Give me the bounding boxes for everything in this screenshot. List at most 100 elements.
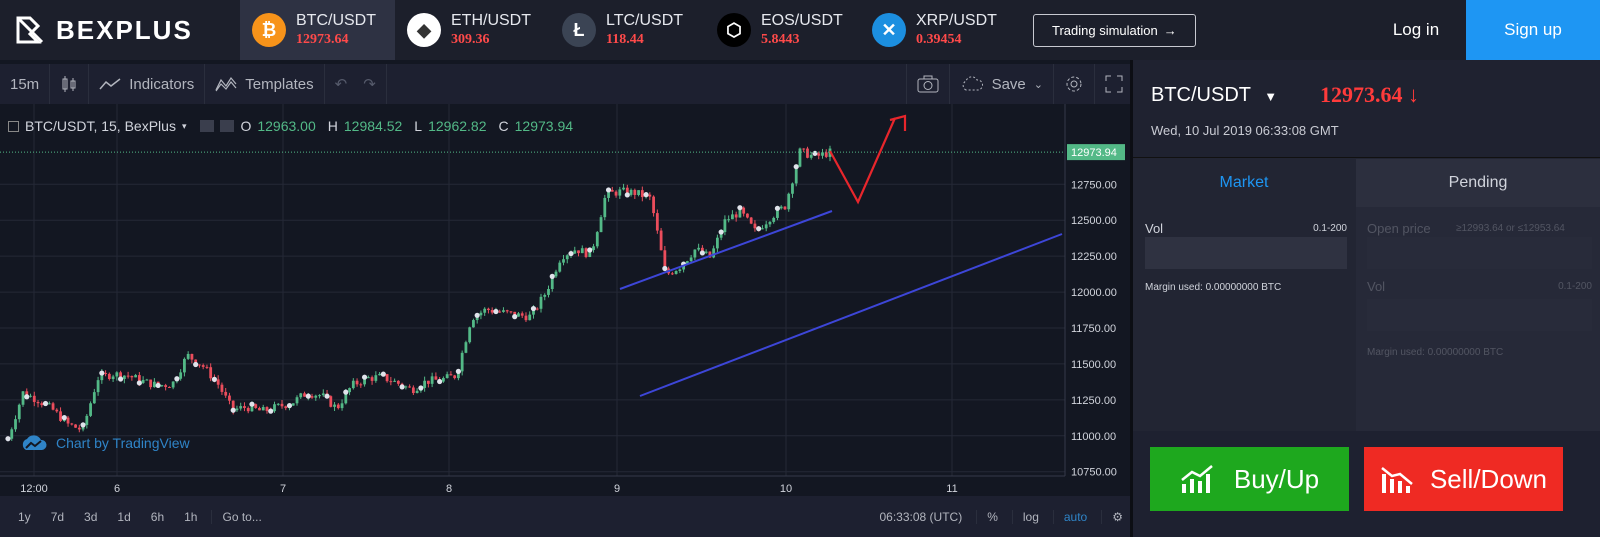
range-1d[interactable]: 1d <box>117 509 131 524</box>
ticker-price: 0.39454 <box>916 32 962 47</box>
pending-vol-range: 0.1-200 <box>1558 281 1592 292</box>
range-3d[interactable]: 3d <box>84 509 98 524</box>
redo-icon[interactable]: ↷ <box>363 76 376 93</box>
buy-up-button[interactable]: Buy/Up <box>1150 447 1349 511</box>
pair-selector[interactable]: BTC/USDT ▼ <box>1151 84 1277 107</box>
ticker-text: ETH/USDT 309.36 <box>451 12 531 48</box>
candle-body <box>783 206 787 210</box>
open-price-input[interactable] <box>1367 237 1592 269</box>
settings-button[interactable] <box>1054 64 1095 104</box>
legend-symbol[interactable]: BTC/USDT, 15, BexPlus <box>25 118 176 134</box>
candle-body <box>130 375 134 378</box>
ticker-price: 5.8443 <box>761 32 800 47</box>
candle-body <box>122 375 126 379</box>
candle-body <box>336 404 340 409</box>
last-price-label: 12973.94 <box>1071 147 1117 159</box>
pending-vol-input[interactable] <box>1367 299 1592 331</box>
tab-market[interactable]: Market <box>1133 159 1355 207</box>
pair-name: BTC/USDT <box>1151 84 1251 106</box>
legend-eye-icon[interactable] <box>200 120 215 132</box>
range-1h[interactable]: 1h <box>184 509 198 524</box>
candle-body <box>674 270 678 274</box>
chart-canvas[interactable]: 10750.00 11000.00 11250.00 11500.00 11750.00… <box>0 104 1133 496</box>
candle-body <box>764 224 768 229</box>
y-tick-label: 12750.00 <box>1071 179 1117 191</box>
ticker-symbol: LTC/USDT <box>606 12 684 29</box>
candle-body <box>111 376 115 380</box>
price-marker-dot <box>774 205 781 211</box>
sell-down-button[interactable]: Sell/Down <box>1364 447 1563 511</box>
candle-body <box>520 313 524 316</box>
range-1y[interactable]: 1y <box>18 509 31 524</box>
fullscreen-button[interactable] <box>1095 64 1133 104</box>
ticker-btc-usdt[interactable]: ₿ BTC/USDT 12973.64 <box>240 0 395 60</box>
candle-body <box>126 375 130 377</box>
trend-up-icon <box>1181 465 1213 493</box>
candle-body <box>746 213 749 218</box>
candle-body <box>685 261 689 265</box>
tradingview-watermark[interactable]: Chart by TradingView <box>20 434 190 452</box>
ticker-xrp-usdt[interactable]: ✕ XRP/USDT 0.39454 <box>860 0 1015 60</box>
ripple-icon: ✕ <box>872 13 906 47</box>
price-marker-dot <box>268 408 274 414</box>
candle-body <box>393 380 397 382</box>
candle-body <box>190 353 194 360</box>
price-marker-dot <box>5 436 11 442</box>
price-chart[interactable]: 10750.00 11000.00 11250.00 11500.00 11750.00… <box>0 104 1133 496</box>
screenshot-button[interactable] <box>905 64 950 104</box>
indicators-button[interactable]: Indicators <box>89 64 206 104</box>
templates-button[interactable]: Templates <box>205 64 325 104</box>
candle-body <box>160 385 164 387</box>
legend-toggle-icon[interactable] <box>8 120 19 132</box>
candle-body <box>468 327 472 343</box>
candle-body <box>460 352 464 372</box>
candle-body <box>543 294 547 297</box>
legend-dropdown-icon[interactable]: ▾ <box>181 120 187 131</box>
candle-body <box>528 314 532 321</box>
candle-body <box>535 308 539 310</box>
candle-body <box>378 373 381 376</box>
legend-settings-icon[interactable] <box>220 120 235 132</box>
y-tick-label: 11250.00 <box>1071 395 1116 407</box>
interval-selector[interactable]: 15m <box>0 64 51 104</box>
candle-body <box>625 187 629 195</box>
ticker-eth-usdt[interactable]: ◆ ETH/USDT 309.36 <box>395 0 550 60</box>
range-7d[interactable]: 7d <box>50 509 65 524</box>
candle-body <box>742 207 746 214</box>
trading-simulation-label: Trading simulation <box>1052 22 1158 38</box>
vol-input[interactable] <box>1145 237 1347 269</box>
pair-header: BTC/USDT ▼ 12973.64 ↓ Wed, 10 Jul 2019 0… <box>1133 60 1600 158</box>
signup-button[interactable]: Sign up <box>1466 0 1600 60</box>
goto-button[interactable]: Go to... <box>211 509 271 524</box>
trading-simulation-button[interactable]: Trading simulation → <box>1033 13 1196 47</box>
ticker-eos-usdt[interactable]: ⬡ EOS/USDT 5.8443 <box>705 0 860 60</box>
undo-icon[interactable]: ↶ <box>334 76 348 93</box>
log-toggle[interactable]: log <box>1011 509 1049 524</box>
candle-body <box>539 296 543 309</box>
price-marker-dot <box>136 380 142 386</box>
candle-body <box>74 424 77 428</box>
chart-type-button[interactable] <box>50 64 90 104</box>
legend-high-label: H <box>327 118 338 134</box>
login-button[interactable]: Log in <box>1392 20 1440 39</box>
chart-settings-icon[interactable]: ⚙ <box>1101 509 1133 524</box>
ticker-price: 309.36 <box>451 32 490 47</box>
save-button[interactable]: Save ⌄ <box>950 64 1054 104</box>
ticker-text: EOS/USDT 5.8443 <box>761 12 843 48</box>
price-marker-dot <box>80 422 86 428</box>
candle-body <box>584 248 588 257</box>
range-6h[interactable]: 6h <box>150 509 165 524</box>
auto-toggle[interactable]: auto <box>1052 509 1097 524</box>
percent-toggle[interactable]: % <box>976 509 1008 524</box>
candle-body <box>603 197 607 218</box>
candle-body <box>445 374 449 379</box>
candle-body <box>727 219 731 221</box>
candle-body <box>719 232 723 238</box>
ticker-ltc-usdt[interactable]: Ł LTC/USDT 118.44 <box>550 0 705 60</box>
tab-pending[interactable]: Pending <box>1356 159 1600 207</box>
candle-body <box>622 187 625 190</box>
brand-logo[interactable]: BEXPLUS <box>0 0 240 60</box>
candle-body <box>276 403 280 405</box>
utc-time[interactable]: 06:33:08 (UTC) <box>879 509 963 524</box>
ethereum-icon: ◆ <box>407 13 441 47</box>
